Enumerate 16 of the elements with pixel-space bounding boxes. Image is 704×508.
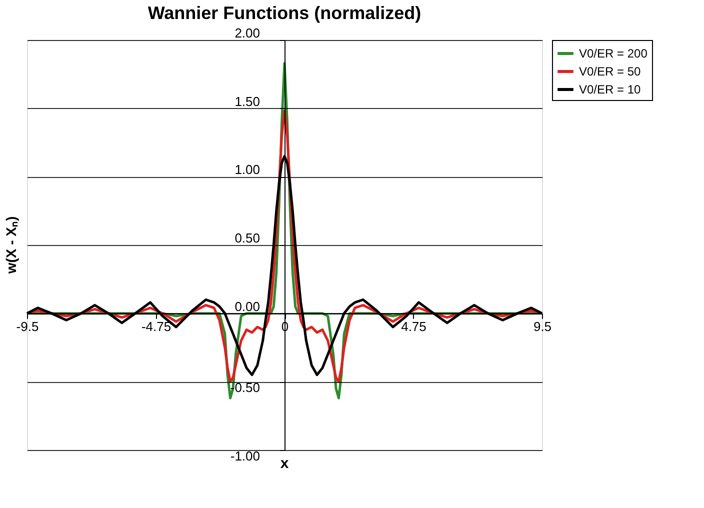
chart-title: Wannier Functions (normalized) [148, 3, 422, 23]
y-tick-label: 2.00 [234, 26, 260, 40]
y-axis-title: w(X - Xₙ) [3, 216, 19, 275]
x-tick-label: -4.75 [141, 318, 172, 334]
x-tick-label: -9.5 [16, 318, 39, 334]
y-tick-label: 1.50 [234, 94, 260, 109]
y-tick-label: 0.50 [234, 230, 260, 246]
x-tick-label: 9.5 [533, 318, 552, 334]
legend-label: V0/ER = 50 [579, 64, 642, 78]
legend-label: V0/ER = 10 [579, 82, 642, 96]
x-axis-title: x [280, 455, 290, 472]
y-tick-label: -1.00 [230, 448, 260, 464]
x-tick-label: 4.75 [401, 318, 426, 334]
y-tick-label: 1.00 [234, 162, 260, 178]
legend-label: V0/ER = 200 [579, 46, 648, 60]
y-tick-label: 0.00 [234, 298, 260, 314]
